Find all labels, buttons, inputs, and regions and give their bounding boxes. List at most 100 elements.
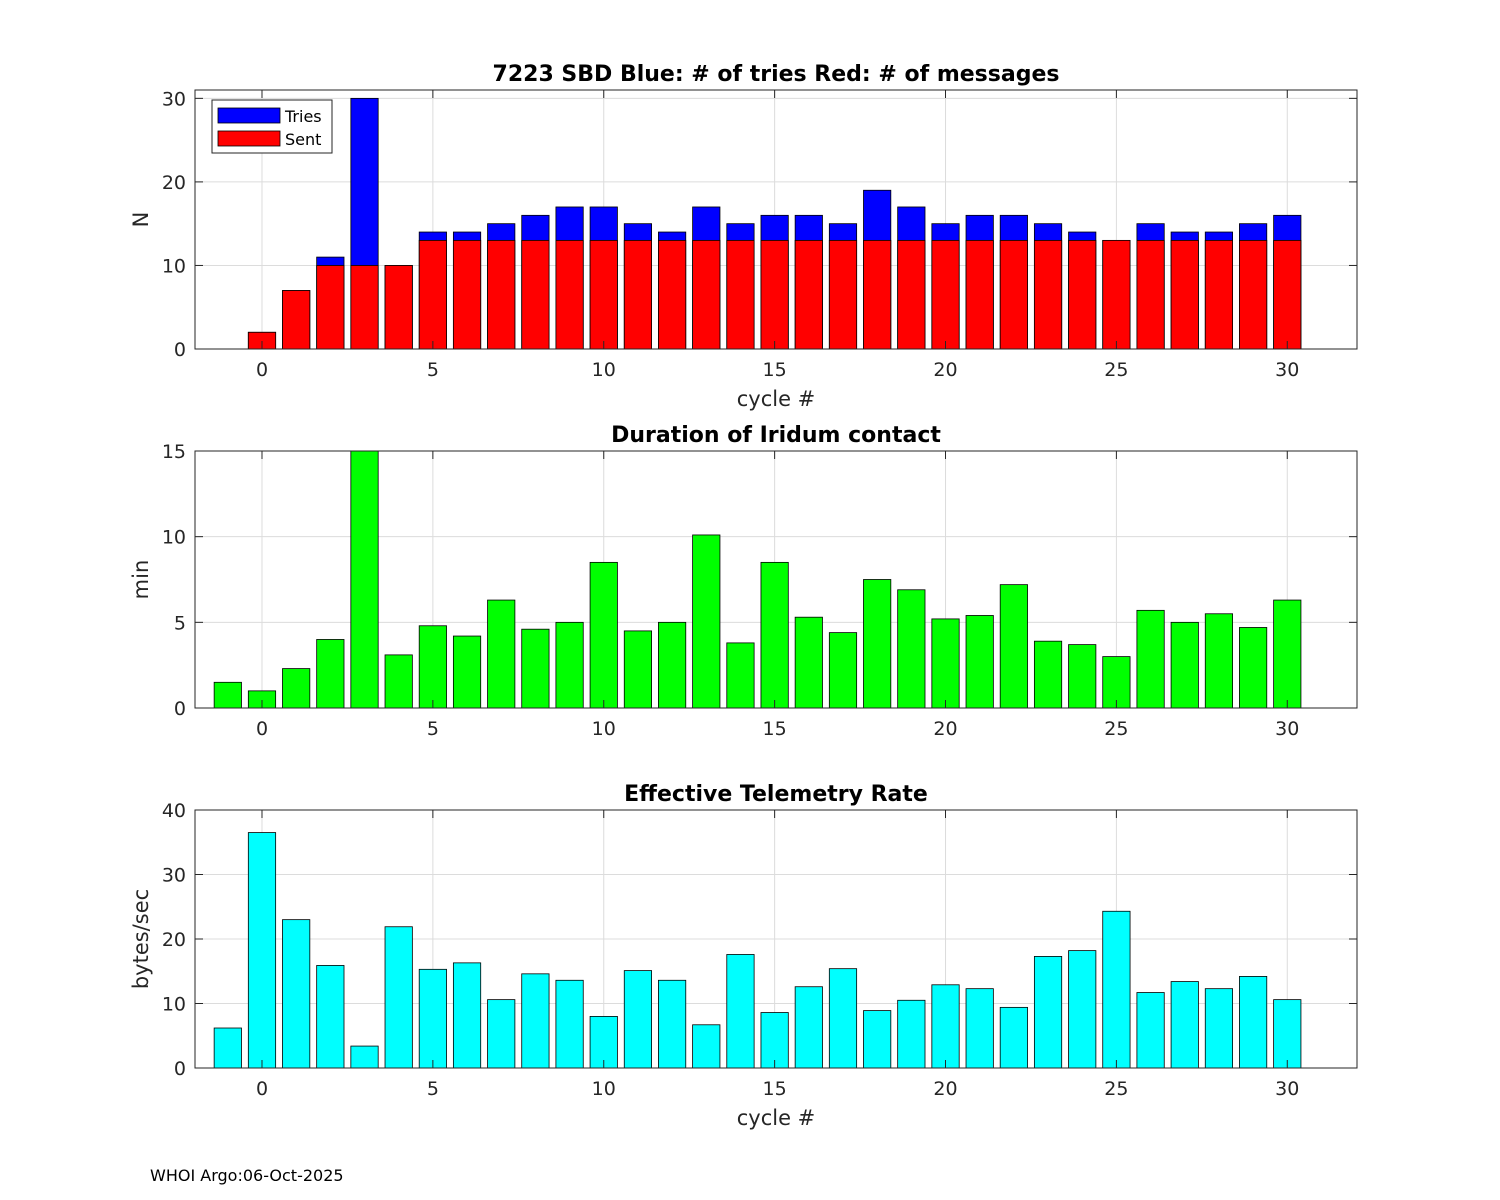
bar-rate-cycle-9 bbox=[555, 979, 584, 1069]
bar-sent-cycle-6 bbox=[452, 239, 482, 350]
legend-label-tries: Tries bbox=[284, 107, 322, 126]
x-tick-label: 0 bbox=[256, 359, 268, 381]
bar-duration-cycle-2 bbox=[316, 639, 345, 709]
bar-rate-cycle-1 bbox=[282, 919, 311, 1069]
x-tick-label: 15 bbox=[763, 359, 787, 381]
y-axis-label: bytes/sec bbox=[129, 889, 153, 989]
bar-rate-cycle-20 bbox=[931, 984, 960, 1069]
x-tick-label: 25 bbox=[1104, 718, 1128, 740]
bar-sent-cycle-26 bbox=[1136, 239, 1165, 350]
bar-rate-cycle-28 bbox=[1204, 988, 1233, 1069]
bar-duration-cycle-30 bbox=[1273, 599, 1302, 709]
legend-label-sent: Sent bbox=[285, 130, 321, 149]
x-tick-label: 30 bbox=[1275, 718, 1299, 740]
bar-rate-cycle-27 bbox=[1170, 981, 1199, 1069]
bar-rate-cycle-16 bbox=[794, 986, 823, 1069]
bar-duration-cycle-25 bbox=[1102, 656, 1131, 709]
bar-sent-cycle-22 bbox=[999, 239, 1028, 350]
chart-panel-2: 0 5 10 15 20 25 30 0 5 10 15 Duration of Iridum con… bbox=[129, 423, 1358, 740]
bar-sent-cycle-21 bbox=[965, 239, 994, 350]
y-tick-label: 5 bbox=[174, 612, 186, 634]
x-tick-label: 20 bbox=[933, 359, 957, 381]
bar-sent-cycle-8 bbox=[521, 239, 550, 350]
bar-rate-cycle-6 bbox=[452, 962, 482, 1069]
bar-sent-cycle-23 bbox=[1033, 239, 1063, 350]
bar-sent-cycle-5 bbox=[418, 239, 447, 350]
bar-duration-cycle-23 bbox=[1033, 640, 1063, 709]
bar-sent-cycle-15 bbox=[760, 239, 789, 350]
x-tick-label: 30 bbox=[1275, 359, 1299, 381]
bar-sent-cycle-14 bbox=[726, 239, 755, 350]
bar-rate-cycle-12 bbox=[658, 979, 687, 1069]
bar-sent-cycle-12 bbox=[658, 239, 687, 350]
x-tick-label: 25 bbox=[1104, 1078, 1128, 1100]
bar-sent-cycle-30 bbox=[1273, 239, 1302, 350]
bar-duration-cycle-28 bbox=[1204, 613, 1233, 709]
bar-duration-cycle-7 bbox=[487, 599, 516, 709]
x-tick-label: 15 bbox=[763, 718, 787, 740]
bar-rate-cycle-22 bbox=[999, 1006, 1028, 1069]
y-tick-label: 30 bbox=[162, 865, 186, 887]
bar-duration-cycle-6 bbox=[452, 635, 482, 709]
y-tick-label: 10 bbox=[162, 255, 186, 277]
y-tick-label: 10 bbox=[162, 527, 186, 549]
bar-duration-cycle-16 bbox=[794, 616, 823, 709]
chart-panel-1: 0 5 10 15 20 25 30 0 10 20 30 7223 SBD Blue: # of t… bbox=[129, 62, 1358, 411]
bar-duration-cycle-17 bbox=[828, 632, 858, 709]
bar-sent-cycle-9 bbox=[555, 239, 584, 350]
bar-rate-cycle-29 bbox=[1239, 976, 1268, 1069]
y-axis-label: min bbox=[129, 560, 153, 600]
bar-duration-cycle-27 bbox=[1170, 621, 1199, 709]
y-tick-label: 0 bbox=[174, 1058, 186, 1080]
bar-rate-cycle-24 bbox=[1068, 950, 1097, 1069]
bar-sent-cycle-20 bbox=[931, 239, 960, 350]
bar-rate-cycle-18 bbox=[863, 1010, 892, 1069]
bar-duration-cycle-4 bbox=[384, 654, 413, 709]
bar-duration-cycle-13 bbox=[692, 534, 721, 709]
x-tick-label: 10 bbox=[592, 359, 616, 381]
bar-rate-cycle-21 bbox=[965, 988, 994, 1069]
bar-sent-cycle-13 bbox=[692, 239, 721, 350]
axes-box bbox=[194, 89, 1358, 350]
chart-title: Duration of Iridum contact bbox=[611, 423, 941, 448]
bar-sent-cycle-19 bbox=[897, 239, 926, 350]
y-tick-label: 40 bbox=[162, 800, 186, 822]
bar-duration-cycle-24 bbox=[1068, 644, 1097, 709]
bar-duration-cycle-21 bbox=[965, 615, 994, 709]
bar-rate-cycle-23 bbox=[1033, 956, 1063, 1069]
bar-rate-cycle-7 bbox=[487, 999, 516, 1069]
y-tick-label: 20 bbox=[162, 172, 186, 194]
x-tick-label: 10 bbox=[592, 718, 616, 740]
bar-sent-cycle-1 bbox=[282, 290, 311, 350]
chart-title: 7223 SBD Blue: # of tries Red: # of mess… bbox=[493, 62, 1060, 87]
bar-sent-cycle-27 bbox=[1170, 239, 1199, 350]
bar-rate-cycle-19 bbox=[897, 999, 926, 1069]
bar-duration-cycle-1 bbox=[282, 668, 311, 709]
bar-rate-cycle-25 bbox=[1102, 910, 1131, 1069]
bar-sent-cycle-16 bbox=[794, 239, 823, 350]
y-tick-label: 0 bbox=[174, 339, 186, 361]
bar-sent-cycle-18 bbox=[863, 239, 892, 350]
bar-duration-cycle-18 bbox=[863, 579, 892, 709]
chart-title: Effective Telemetry Rate bbox=[624, 782, 928, 807]
x-tick-label: 0 bbox=[256, 718, 268, 740]
x-tick-label: 30 bbox=[1275, 1078, 1299, 1100]
bar-rate-cycle-11 bbox=[623, 970, 652, 1069]
axes-box bbox=[194, 450, 1358, 709]
bar-rate-cycle-4 bbox=[384, 926, 413, 1069]
bar-duration-cycle-5 bbox=[418, 625, 447, 709]
bar-duration-cycle-8 bbox=[521, 628, 550, 709]
bar-duration-cycle-3 bbox=[350, 450, 379, 709]
bar-sent-cycle-25 bbox=[1102, 239, 1131, 350]
bar-duration-cycle-14 bbox=[726, 642, 755, 709]
bar-rate-cycle-30 bbox=[1273, 999, 1302, 1069]
bar-duration-cycle-26 bbox=[1136, 609, 1165, 709]
x-tick-label: 20 bbox=[933, 1078, 957, 1100]
bar-duration-cycle-19 bbox=[897, 589, 926, 709]
x-tick-label: 5 bbox=[427, 718, 439, 740]
bar-sent-cycle-17 bbox=[828, 239, 858, 350]
y-tick-label: 20 bbox=[162, 929, 186, 951]
legend: Tries Sent bbox=[211, 99, 333, 154]
bar-sent-cycle-7 bbox=[487, 239, 516, 350]
x-tick-label: 0 bbox=[256, 1078, 268, 1100]
